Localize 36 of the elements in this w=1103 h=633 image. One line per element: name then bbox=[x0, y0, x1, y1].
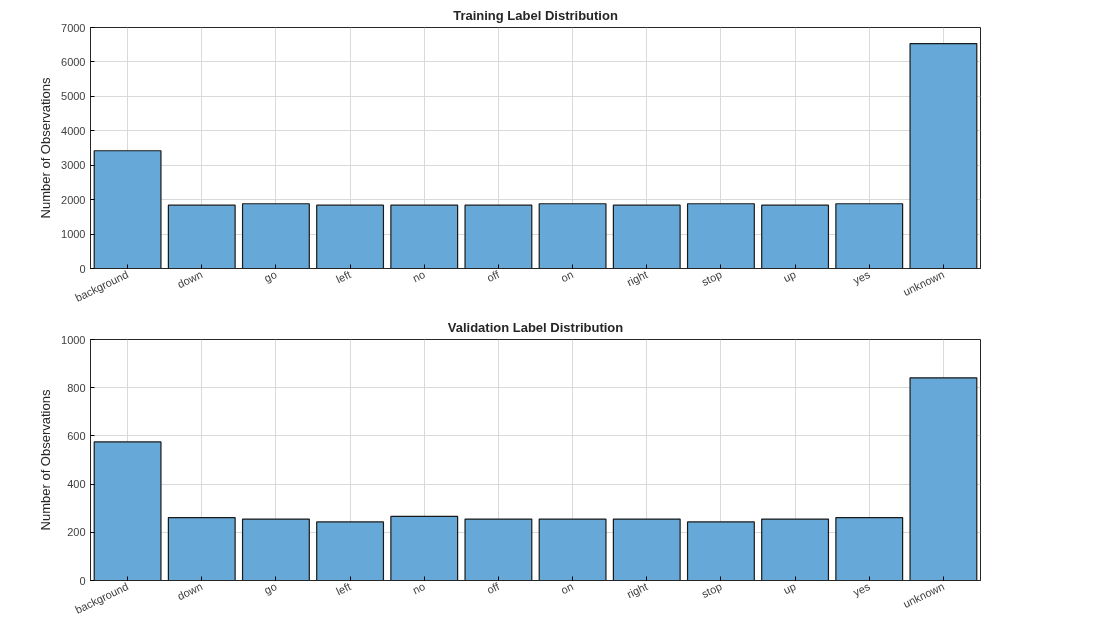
x-tick-label: no bbox=[410, 268, 427, 285]
x-tick-label: left bbox=[334, 268, 353, 286]
y-tick-label: 1000 bbox=[61, 228, 86, 241]
x-tick-label: left bbox=[334, 580, 353, 598]
x-tick-label: right bbox=[624, 580, 650, 601]
x-tick-label: on bbox=[558, 580, 576, 597]
y-tick-label: 7000 bbox=[61, 21, 86, 34]
x-tick-label: on bbox=[558, 268, 576, 285]
x-tick-label: down bbox=[175, 580, 205, 603]
x-tick-label: off bbox=[484, 579, 502, 597]
y-tick-label: 6000 bbox=[61, 55, 86, 68]
x-tick-label: stop bbox=[699, 268, 724, 288]
y-tick-label: 600 bbox=[67, 429, 86, 442]
x-tick-label: right bbox=[624, 268, 650, 289]
chart-title: Training Label Distribution bbox=[453, 7, 618, 23]
x-tick-label: go bbox=[262, 580, 279, 597]
x-tick-label: off bbox=[484, 267, 502, 285]
y-tick-label: 200 bbox=[67, 526, 86, 539]
y-tick-label: 3000 bbox=[61, 159, 86, 172]
x-tick-label: yes bbox=[851, 579, 873, 599]
x-tick-label: stop bbox=[699, 580, 724, 600]
x-tick-label: up bbox=[781, 580, 798, 597]
y-tick-label: 800 bbox=[67, 381, 86, 394]
y-tick-label: 5000 bbox=[61, 90, 86, 103]
x-tick-label: yes bbox=[851, 267, 873, 287]
y-axis-title: Number of Observations bbox=[38, 389, 54, 531]
y-tick-label: 1000 bbox=[61, 333, 86, 346]
y-tick-label: 4000 bbox=[61, 124, 86, 137]
x-tick-label: up bbox=[781, 268, 798, 285]
y-tick-label: 400 bbox=[67, 478, 86, 491]
x-tick-label: go bbox=[262, 268, 279, 285]
y-axis-title: Number of Observations bbox=[38, 77, 54, 219]
x-tick-label: down bbox=[175, 268, 205, 291]
y-tick-label: 2000 bbox=[61, 193, 86, 206]
chart-title: Validation Label Distribution bbox=[447, 319, 624, 335]
x-tick-label: no bbox=[410, 580, 427, 597]
